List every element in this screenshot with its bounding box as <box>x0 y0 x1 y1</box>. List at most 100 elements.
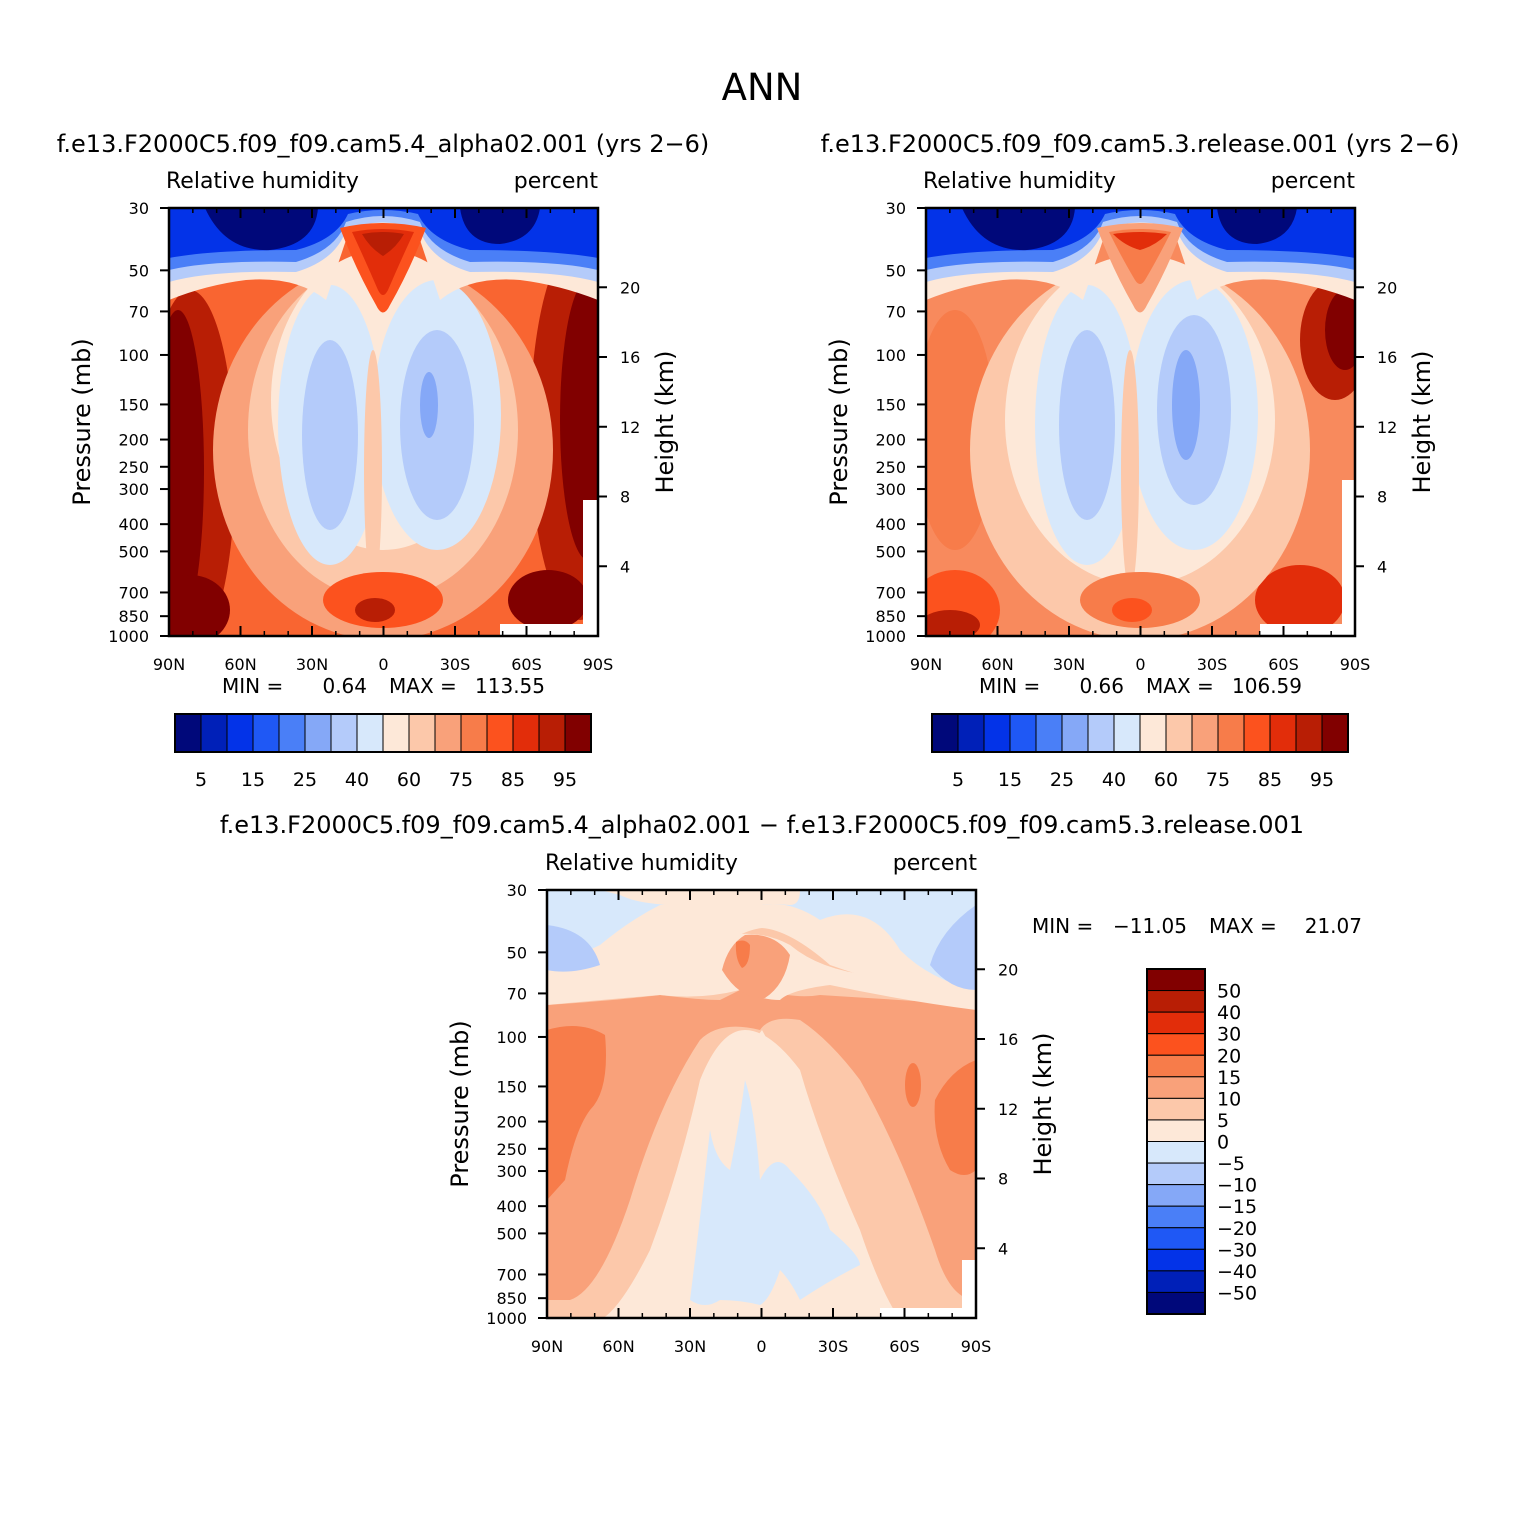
colorbar-box <box>1146 1184 1206 1207</box>
colorbar-label: 95 <box>1310 769 1334 791</box>
colorbar-label: 75 <box>1206 769 1230 791</box>
y-tick-label: 50 <box>886 261 906 280</box>
height-tick-label: 8 <box>998 1170 1008 1189</box>
colorbar-label: 95 <box>553 769 577 791</box>
colorbar-box <box>1146 990 1206 1013</box>
height-tick-label: 4 <box>620 557 630 576</box>
colorbar-box <box>1035 713 1063 753</box>
colorbar-box <box>512 713 540 753</box>
colorbar-label: −5 <box>1217 1153 1245 1175</box>
colorbar-label: 50 <box>1217 981 1241 1003</box>
colorbar-label: 25 <box>1050 769 1074 791</box>
x-tick-label: 30S <box>440 655 471 674</box>
x-tick-label: 30N <box>296 655 328 674</box>
colorbar-box <box>1146 1248 1206 1272</box>
x-tick-label: 0 <box>756 1337 766 1356</box>
colorbar-box <box>1146 1291 1206 1315</box>
colorbar-label: 60 <box>1154 769 1178 791</box>
colorbar-box <box>1146 1141 1206 1164</box>
height-tick-label: 20 <box>998 960 1018 979</box>
contour-band <box>547 1026 606 1200</box>
panel-control-max-label: MAX = <box>1146 674 1214 698</box>
colorbar-box <box>1295 713 1323 753</box>
contour-band <box>352 229 414 295</box>
colorbar-box <box>408 713 436 753</box>
y-tick-label: 50 <box>129 261 149 280</box>
y-tick-label: 70 <box>129 302 149 321</box>
contour-band <box>169 310 204 630</box>
panel-diff-contours <box>547 890 976 1318</box>
height-tick-label: 16 <box>620 348 640 367</box>
colorbar-box <box>1146 968 1206 992</box>
colorbar-box <box>226 713 254 753</box>
colorbar-label: −40 <box>1217 1261 1257 1283</box>
panel-test-min-label: MIN = <box>222 674 283 698</box>
height-tick-label: 12 <box>998 1100 1018 1119</box>
colorbar-label: −15 <box>1217 1196 1257 1218</box>
panel-control-ylabel: Pressure (mb) <box>825 338 853 505</box>
colorbar-label: 15 <box>241 769 265 791</box>
contour-band <box>1113 232 1167 250</box>
y-tick-label: 850 <box>875 607 906 626</box>
y-tick-label: 500 <box>875 542 906 561</box>
y-tick-label: 150 <box>875 395 906 414</box>
contour-band <box>930 905 976 990</box>
contour-band <box>420 372 438 438</box>
height-tick-label: 16 <box>1377 348 1397 367</box>
colorbar-box <box>304 713 332 753</box>
y-tick-label: 100 <box>496 1028 527 1047</box>
y-tick-label: 700 <box>118 583 149 602</box>
panel-diff-min-value: −11.05 <box>1113 914 1187 938</box>
colorbar-label: 5 <box>1217 1110 1229 1132</box>
panel-control-left-label: Relative humidity <box>923 169 1116 194</box>
contour-band <box>302 340 358 530</box>
contour-band <box>926 610 980 636</box>
colorbar-label: −10 <box>1217 1175 1257 1197</box>
y-tick-label: 100 <box>118 346 149 365</box>
missing-data <box>583 500 598 636</box>
panel-test: f.e13.F2000C5.f09_f09.cam5.4_alpha02.001… <box>57 130 710 791</box>
x-tick-label: 60S <box>889 1337 920 1356</box>
panel-diff-min-label: MIN = <box>1032 914 1093 938</box>
x-tick-label: 90S <box>1340 655 1371 674</box>
colorbar-box <box>1146 1097 1206 1121</box>
colorbar-label: −20 <box>1217 1218 1257 1240</box>
colorbar-label: 25 <box>293 769 317 791</box>
y-tick-label: 250 <box>496 1140 527 1159</box>
height-tick-label: 20 <box>620 278 640 297</box>
panel-diff-left-label: Relative humidity <box>545 851 738 876</box>
colorbar-label: 15 <box>1217 1067 1241 1089</box>
colorbar-box <box>486 713 514 753</box>
y-tick-label: 1000 <box>108 627 149 646</box>
x-tick-label: 60N <box>224 655 256 674</box>
x-tick-label: 90N <box>531 1337 563 1356</box>
colorbar-label: 40 <box>1217 1002 1241 1024</box>
colorbar-box <box>1146 1227 1206 1250</box>
contour-band <box>1121 350 1139 590</box>
colorbar-label: 20 <box>1217 1045 1241 1067</box>
colorbar-label: 15 <box>998 769 1022 791</box>
colorbar-box <box>983 713 1011 753</box>
contour-band <box>355 598 395 622</box>
contour-band <box>1112 598 1152 622</box>
colorbar-label: 10 <box>1217 1088 1241 1110</box>
y-tick-label: 500 <box>118 542 149 561</box>
y-tick-label: 70 <box>507 984 527 1003</box>
height-tick-label: 4 <box>998 1239 1008 1258</box>
contour-band <box>364 350 382 590</box>
contour-band <box>1217 208 1297 244</box>
colorbar-box <box>330 713 358 753</box>
y-tick-label: 400 <box>496 1197 527 1216</box>
colorbar-label: 85 <box>501 769 525 791</box>
contour-band <box>560 280 598 560</box>
panel-diff-max-value: 21.07 <box>1305 914 1362 938</box>
panel-test-left-label: Relative humidity <box>166 169 359 194</box>
panel-diff-right-label: percent <box>893 851 978 876</box>
panel-diff-ylabel: Pressure (mb) <box>446 1020 474 1187</box>
colorbar-label: 60 <box>397 769 421 791</box>
